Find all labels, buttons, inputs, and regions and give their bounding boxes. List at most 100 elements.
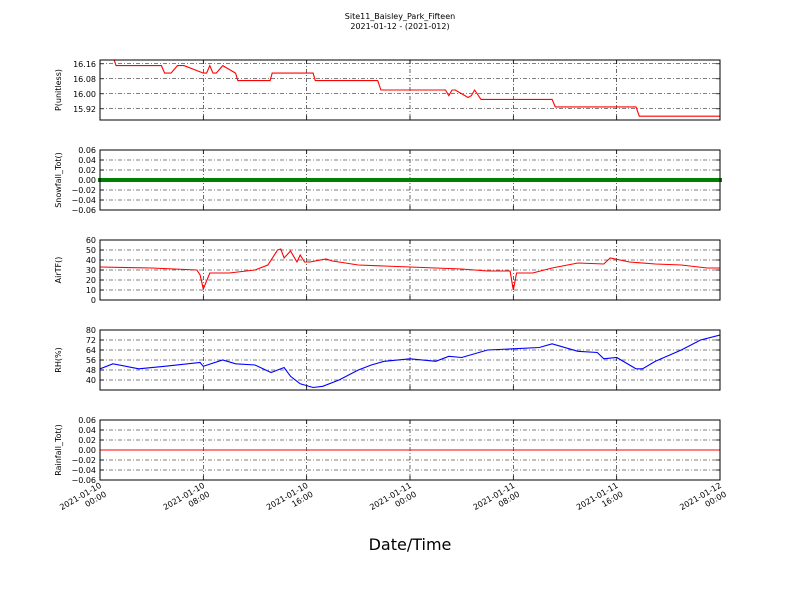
series-marker: [443, 178, 448, 182]
series-marker: [580, 178, 585, 182]
series-marker: [264, 178, 269, 182]
y-tick-label: 48: [86, 366, 96, 375]
series-marker: [394, 178, 399, 182]
y-tick-label: 16.00: [73, 90, 96, 99]
series-marker: [571, 178, 576, 182]
series-marker: [424, 178, 429, 182]
series-marker: [701, 178, 706, 182]
series-marker: [450, 178, 455, 182]
series-marker: [489, 178, 494, 182]
series-marker: [114, 178, 119, 182]
y-axis-label: Snowfall_Tot(): [54, 152, 63, 208]
series-marker: [199, 178, 204, 182]
y-tick-label: 30: [86, 266, 96, 275]
series-marker: [238, 178, 243, 182]
series-marker: [492, 178, 497, 182]
series-marker: [574, 178, 579, 182]
series-marker: [476, 178, 481, 182]
series-marker: [518, 178, 523, 182]
series-marker: [398, 178, 403, 182]
series-marker: [208, 178, 213, 182]
series-marker: [594, 178, 598, 182]
series-marker: [218, 178, 223, 182]
series-marker: [649, 178, 654, 182]
series-marker: [430, 178, 435, 182]
panel-frame: [99, 329, 721, 391]
series-marker: [714, 178, 719, 182]
series-marker: [512, 178, 517, 182]
series-marker: [293, 178, 298, 182]
series-marker: [143, 178, 148, 182]
series-marker: [662, 178, 667, 182]
series-marker: [202, 178, 207, 182]
panel-frame: [99, 59, 721, 121]
panel-frame: [99, 149, 721, 211]
series-marker: [378, 178, 383, 182]
series-marker: [150, 178, 155, 182]
series-marker: [133, 178, 138, 182]
series-marker: [313, 178, 318, 182]
series-marker: [453, 178, 458, 182]
series-marker: [505, 178, 510, 182]
series-marker: [691, 178, 696, 182]
figure-title: Site11_Baisley_Park_Fifteen: [345, 12, 455, 21]
series-marker: [235, 178, 240, 182]
series-marker: [368, 178, 373, 182]
series-marker: [212, 178, 217, 182]
series-marker: [483, 178, 488, 182]
series-marker: [463, 178, 468, 182]
series-marker: [254, 178, 259, 182]
y-tick-label: 0.04: [78, 426, 96, 435]
series-marker: [336, 178, 341, 182]
series-marker: [695, 178, 700, 182]
series-marker: [169, 178, 174, 182]
series-marker: [708, 178, 713, 182]
series-marker: [140, 178, 145, 182]
series-marker: [414, 178, 419, 182]
series-marker: [590, 178, 595, 182]
series-marker: [342, 178, 347, 182]
series-marker: [352, 178, 357, 182]
y-tick-label: 72: [86, 336, 96, 345]
series-marker: [603, 178, 608, 182]
series-marker: [417, 178, 422, 182]
series-marker: [244, 178, 249, 182]
series-marker: [704, 178, 709, 182]
series-marker: [186, 178, 191, 182]
series-marker: [381, 178, 386, 182]
series-marker: [554, 178, 559, 182]
series-marker: [411, 178, 416, 182]
series-marker: [339, 178, 344, 182]
series-marker: [306, 178, 311, 182]
y-tick-label: 40: [86, 376, 96, 385]
series-marker: [391, 178, 396, 182]
y-tick-label: 0.06: [78, 416, 96, 425]
series-marker: [319, 178, 324, 182]
series-marker: [652, 178, 657, 182]
series-marker: [561, 178, 566, 182]
series-marker: [362, 178, 367, 182]
series-marker: [447, 178, 452, 182]
series-marker: [215, 178, 220, 182]
series-marker: [515, 178, 520, 182]
series-marker: [195, 178, 200, 182]
panels: 16.1616.0816.0015.92P(unitless)0.060.040…: [54, 59, 722, 485]
series-marker: [385, 178, 390, 182]
series-marker: [310, 178, 315, 182]
series-marker: [408, 178, 412, 182]
series-marker: [460, 178, 465, 182]
series-marker: [146, 178, 151, 182]
y-tick-label: 0.04: [78, 156, 96, 165]
series-marker: [241, 178, 246, 182]
series-marker: [623, 178, 628, 182]
series-marker: [329, 178, 334, 182]
series-marker: [120, 178, 125, 182]
series-marker: [231, 178, 236, 182]
series-marker: [326, 178, 331, 182]
panel-frame: [99, 239, 721, 301]
series-marker: [636, 178, 641, 182]
series-marker: [620, 178, 625, 182]
y-tick-label: 0.00: [78, 176, 96, 185]
series-marker: [300, 178, 305, 182]
